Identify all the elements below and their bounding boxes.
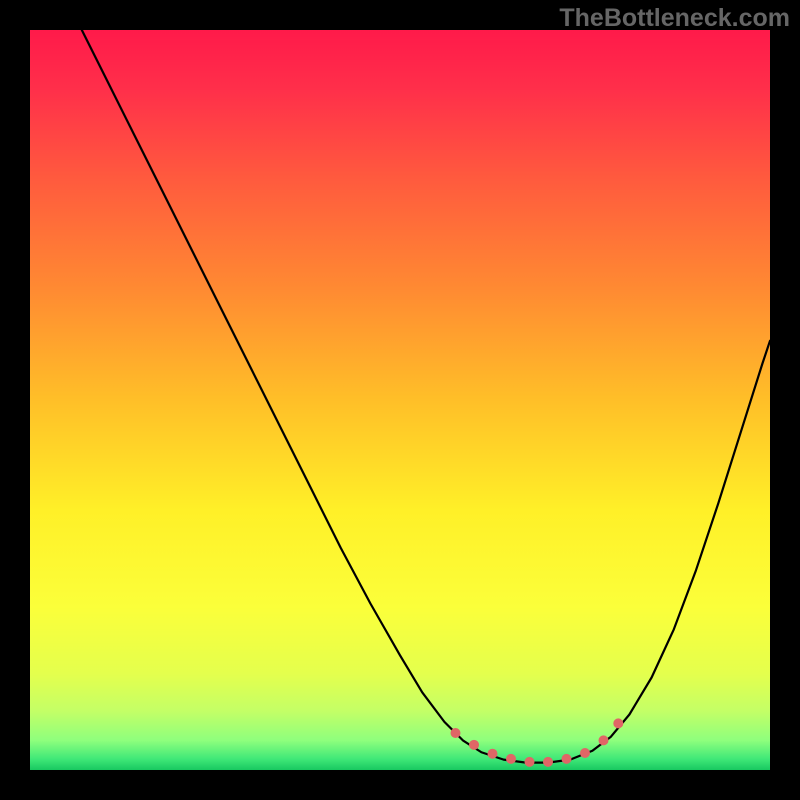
marker-dot bbox=[470, 740, 479, 749]
marker-dot bbox=[599, 736, 608, 745]
marker-dot bbox=[544, 757, 553, 766]
watermark-label: TheBottleneck.com bbox=[559, 4, 790, 33]
marker-dot bbox=[451, 729, 460, 738]
marker-dot bbox=[581, 748, 590, 757]
marker-dot bbox=[614, 719, 623, 728]
plot-area bbox=[30, 30, 770, 770]
marker-dot bbox=[525, 757, 534, 766]
marker-dot bbox=[562, 754, 571, 763]
plot-svg bbox=[30, 30, 770, 770]
marker-dot bbox=[507, 754, 516, 763]
marker-dot bbox=[488, 749, 497, 758]
chart-container: TheBottleneck.com bbox=[0, 0, 800, 800]
